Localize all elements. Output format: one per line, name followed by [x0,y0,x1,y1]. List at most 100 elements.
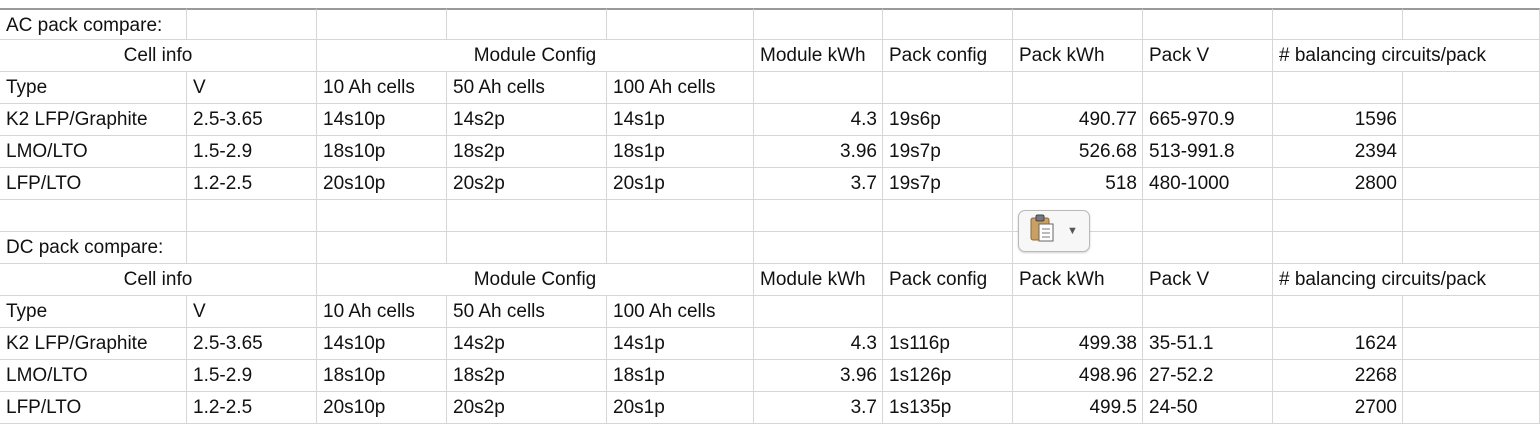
header-pack-config[interactable]: Pack config [883,264,1013,296]
table-cell[interactable]: 1596 [1273,104,1403,136]
cell[interactable] [1403,200,1540,232]
table-cell[interactable]: 1s126p [883,360,1013,392]
cell[interactable] [1273,232,1403,264]
subheader-cell[interactable]: Type [0,72,187,104]
header-module-config[interactable]: Module Config [317,40,754,72]
table-cell[interactable]: 20s2p [447,168,607,200]
cell[interactable] [754,8,883,40]
header-module-kwh[interactable]: Module kWh [754,40,883,72]
cell[interactable] [1143,232,1273,264]
cell[interactable] [1403,136,1540,168]
header-cell-info[interactable]: Cell info [0,264,317,296]
cell[interactable] [607,8,754,40]
cell[interactable] [1273,8,1403,40]
cell[interactable] [1013,8,1143,40]
cell[interactable] [1403,72,1540,104]
cell[interactable] [1273,72,1403,104]
subheader-cell[interactable]: 10 Ah cells [317,296,447,328]
subheader-cell[interactable]: V [187,72,317,104]
subheader-cell[interactable]: 100 Ah cells [607,296,754,328]
table-cell[interactable]: 1.2-2.5 [187,168,317,200]
cell[interactable] [1013,72,1143,104]
cell[interactable] [1403,360,1540,392]
table-cell[interactable]: 35-51.1 [1143,328,1273,360]
table-cell[interactable]: 480-1000 [1143,168,1273,200]
table-cell[interactable]: 19s7p [883,168,1013,200]
table-cell[interactable]: 19s7p [883,136,1013,168]
cell[interactable] [607,200,754,232]
cell[interactable] [317,232,447,264]
table-cell[interactable]: 3.96 [754,360,883,392]
subheader-cell[interactable]: 50 Ah cells [447,296,607,328]
paste-options-button[interactable]: ▼ [1018,210,1090,252]
cell[interactable] [883,8,1013,40]
cell[interactable] [317,200,447,232]
table-cell[interactable]: 1624 [1273,328,1403,360]
cell[interactable] [1403,232,1540,264]
table-cell[interactable]: 14s1p [607,104,754,136]
table-cell[interactable]: 499.5 [1013,392,1143,424]
table-cell[interactable]: 2394 [1273,136,1403,168]
table-cell[interactable]: K2 LFP/Graphite [0,104,187,136]
cell[interactable] [883,232,1013,264]
table-cell[interactable]: 3.96 [754,136,883,168]
table-cell[interactable]: 20s10p [317,392,447,424]
table-cell[interactable]: 18s2p [447,360,607,392]
table-cell[interactable]: 14s10p [317,104,447,136]
cell[interactable] [317,8,447,40]
subheader-cell[interactable]: V [187,296,317,328]
cell[interactable] [883,296,1013,328]
table-cell[interactable]: 3.7 [754,392,883,424]
table-cell[interactable]: LFP/LTO [0,392,187,424]
table-cell[interactable]: 2268 [1273,360,1403,392]
header-pack-kwh[interactable]: Pack kWh [1013,264,1143,296]
table-cell[interactable]: 18s1p [607,360,754,392]
table-cell[interactable]: 2.5-3.65 [187,104,317,136]
subheader-cell[interactable]: Type [0,296,187,328]
cell[interactable] [754,200,883,232]
table-cell[interactable]: 14s10p [317,328,447,360]
cell[interactable] [447,8,607,40]
cell[interactable] [754,72,883,104]
table-cell[interactable]: 20s10p [317,168,447,200]
cell[interactable] [187,8,317,40]
chevron-down-icon[interactable]: ▼ [1067,225,1078,237]
cell[interactable] [1403,104,1540,136]
table-cell[interactable]: LMO/LTO [0,360,187,392]
cell[interactable] [1143,72,1273,104]
cell[interactable] [1403,328,1540,360]
table-cell[interactable]: 2700 [1273,392,1403,424]
header-pack-kwh[interactable]: Pack kWh [1013,40,1143,72]
table-cell[interactable]: LFP/LTO [0,168,187,200]
cell[interactable] [187,200,317,232]
cell[interactable] [1403,8,1540,40]
table-cell[interactable]: 1.5-2.9 [187,136,317,168]
table-cell[interactable]: 20s2p [447,392,607,424]
cell[interactable] [447,232,607,264]
cell[interactable] [754,232,883,264]
table-cell[interactable]: 518 [1013,168,1143,200]
cell[interactable] [1143,200,1273,232]
cell[interactable] [883,72,1013,104]
header-balancing-circuits[interactable]: # balancing circuits/pack [1273,264,1540,296]
header-pack-v[interactable]: Pack V [1143,264,1273,296]
table-cell[interactable]: 1s116p [883,328,1013,360]
header-balancing-circuits[interactable]: # balancing circuits/pack [1273,40,1540,72]
table-cell[interactable]: 513-991.8 [1143,136,1273,168]
subheader-cell[interactable]: 10 Ah cells [317,72,447,104]
subheader-cell[interactable]: 100 Ah cells [607,72,754,104]
table-cell[interactable]: 14s1p [607,328,754,360]
cell[interactable] [754,296,883,328]
header-cell-info[interactable]: Cell info [0,40,317,72]
table-cell[interactable]: K2 LFP/Graphite [0,328,187,360]
table-cell[interactable]: 27-52.2 [1143,360,1273,392]
cell[interactable] [1403,392,1540,424]
table-cell[interactable]: 665-970.9 [1143,104,1273,136]
header-pack-config[interactable]: Pack config [883,40,1013,72]
table-cell[interactable]: 19s6p [883,104,1013,136]
table-cell[interactable]: 20s1p [607,168,754,200]
cell[interactable] [1403,296,1540,328]
cell[interactable] [1273,200,1403,232]
cell[interactable] [1273,296,1403,328]
cell[interactable] [1013,296,1143,328]
